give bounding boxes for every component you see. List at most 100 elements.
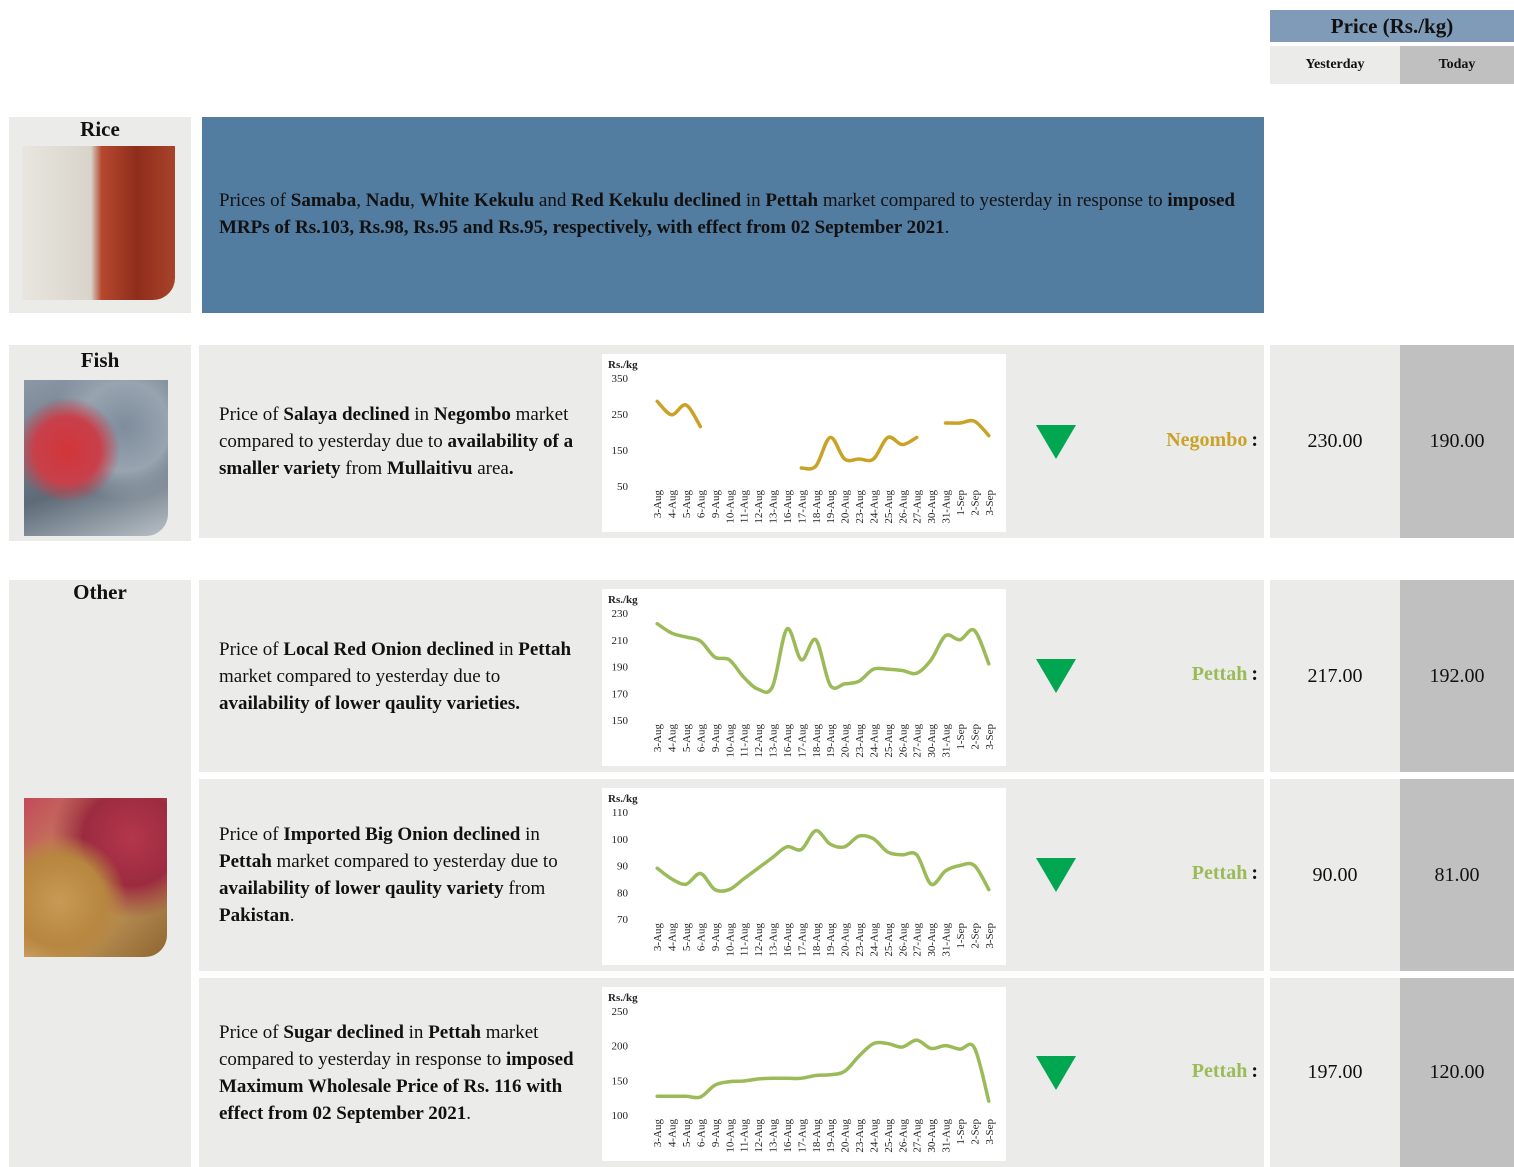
x-tick-label: 18-Aug	[811, 923, 823, 957]
text-run: .	[945, 217, 950, 238]
text-run: from	[341, 458, 387, 479]
yesterday-header: Yesterday	[1270, 46, 1400, 84]
y-tick-label: 190	[612, 662, 629, 674]
x-tick-label: 12-Aug	[753, 724, 765, 758]
onion-image	[24, 798, 167, 957]
x-tick-label: 27-Aug	[912, 923, 924, 957]
x-tick-label: 3-Sep	[984, 724, 996, 750]
colon: :	[1251, 663, 1258, 685]
x-tick-label: 4-Aug	[667, 724, 679, 753]
text-run: in	[741, 190, 765, 211]
x-tick-label: 4-Aug	[667, 923, 679, 952]
x-tick-label: 12-Aug	[753, 1119, 765, 1153]
y-tick-label: 150	[612, 445, 629, 457]
text-run: availability of lower qaulity variety	[219, 878, 504, 899]
y-tick-label: 150	[612, 1075, 629, 1087]
x-tick-label: 9-Aug	[710, 1119, 722, 1148]
yesterday-price: 230.00	[1270, 345, 1400, 538]
x-tick-label: 24-Aug	[868, 923, 880, 957]
x-tick-label: 30-Aug	[926, 490, 938, 524]
x-tick-label: 6-Aug	[695, 724, 707, 753]
text-run: Pettah	[428, 1022, 481, 1043]
y-tick-label: 110	[612, 807, 629, 819]
x-tick-label: 10-Aug	[724, 724, 736, 758]
x-tick-label: 31-Aug	[941, 724, 953, 758]
x-tick-label: 20-Aug	[840, 1119, 852, 1153]
x-tick-label: 17-Aug	[796, 1119, 808, 1153]
fish-image	[24, 380, 168, 536]
text-run: Sugar declined	[283, 1022, 404, 1043]
y-tick-label: 100	[612, 834, 629, 846]
x-tick-label: 26-Aug	[897, 490, 909, 524]
y-tick-label: 170	[612, 688, 629, 700]
x-tick-label: 26-Aug	[897, 923, 909, 957]
text-run: in	[520, 824, 540, 845]
market: Negombo:	[1080, 429, 1258, 452]
row-text-body: Price of Salaya declined in Negombo mark…	[219, 401, 594, 482]
text-run: Price of	[219, 824, 283, 845]
x-tick-label: 5-Aug	[681, 1119, 693, 1148]
x-tick-label: 23-Aug	[854, 1119, 866, 1153]
price-line	[657, 831, 989, 892]
market-name: Pettah	[1192, 663, 1248, 685]
x-tick-label: 1-Sep	[955, 923, 967, 949]
text-run: Pettah	[518, 639, 571, 660]
text-run: in	[404, 1022, 428, 1043]
x-tick-label: 27-Aug	[912, 1119, 924, 1153]
x-tick-label: 1-Sep	[955, 724, 967, 750]
text-run: Local Red Onion declined	[283, 639, 494, 660]
y-tick-label: 70	[617, 914, 629, 926]
fish-label: Fish	[9, 348, 191, 373]
yesterday-price: 197.00	[1270, 978, 1400, 1167]
x-tick-label: 9-Aug	[710, 724, 722, 753]
x-tick-label: 12-Aug	[753, 923, 765, 957]
market: Pettah:	[1080, 663, 1258, 686]
x-tick-label: 26-Aug	[897, 724, 909, 758]
row-text: Price of Sugar declined in Pettah market…	[219, 978, 594, 1167]
x-tick-label: 13-Aug	[768, 923, 780, 957]
page: Price (Rs./kg) Yesterday Today Rice Pric…	[0, 0, 1514, 1167]
x-tick-label: 25-Aug	[883, 923, 895, 957]
x-tick-label: 20-Aug	[840, 724, 852, 758]
x-tick-label: 19-Aug	[825, 1119, 837, 1153]
x-tick-label: 25-Aug	[883, 490, 895, 524]
rice-label: Rice	[9, 117, 191, 142]
y-axis-label: Rs./kg	[608, 793, 638, 805]
x-tick-label: 3-Aug	[652, 724, 664, 753]
price-line	[657, 624, 989, 693]
x-tick-label: 11-Aug	[739, 490, 751, 524]
x-tick-label: 16-Aug	[782, 923, 794, 957]
y-tick-label: 210	[612, 635, 629, 647]
text-run: Salaya declined	[283, 404, 409, 425]
text-run: in	[410, 404, 434, 425]
colon: :	[1251, 429, 1258, 451]
text-run: ,	[410, 190, 420, 211]
text-run: Red Kekulu declined	[571, 190, 741, 211]
y-tick-label: 80	[617, 887, 629, 899]
x-tick-label: 19-Aug	[825, 724, 837, 758]
x-tick-label: 27-Aug	[912, 490, 924, 524]
x-tick-label: 3-Aug	[652, 490, 664, 519]
x-tick-label: 11-Aug	[739, 724, 751, 758]
y-tick-label: 150	[612, 715, 629, 727]
x-tick-label: 2-Sep	[969, 490, 981, 516]
y-tick-label: 250	[612, 409, 629, 421]
x-tick-label: 31-Aug	[941, 1119, 953, 1153]
text-run: from	[504, 878, 546, 899]
x-tick-label: 24-Aug	[868, 724, 880, 758]
text-run: Samaba	[291, 190, 356, 211]
y-axis-label: Rs./kg	[608, 992, 638, 1004]
x-tick-label: 6-Aug	[695, 1119, 707, 1148]
x-tick-label: 23-Aug	[854, 724, 866, 758]
text-run: Price of	[219, 1022, 283, 1043]
x-tick-label: 25-Aug	[883, 1119, 895, 1153]
text-run: market compared to yesterday due to	[219, 666, 500, 687]
x-tick-label: 16-Aug	[782, 1119, 794, 1153]
yesterday-price: 217.00	[1270, 580, 1400, 772]
x-tick-label: 20-Aug	[840, 923, 852, 957]
